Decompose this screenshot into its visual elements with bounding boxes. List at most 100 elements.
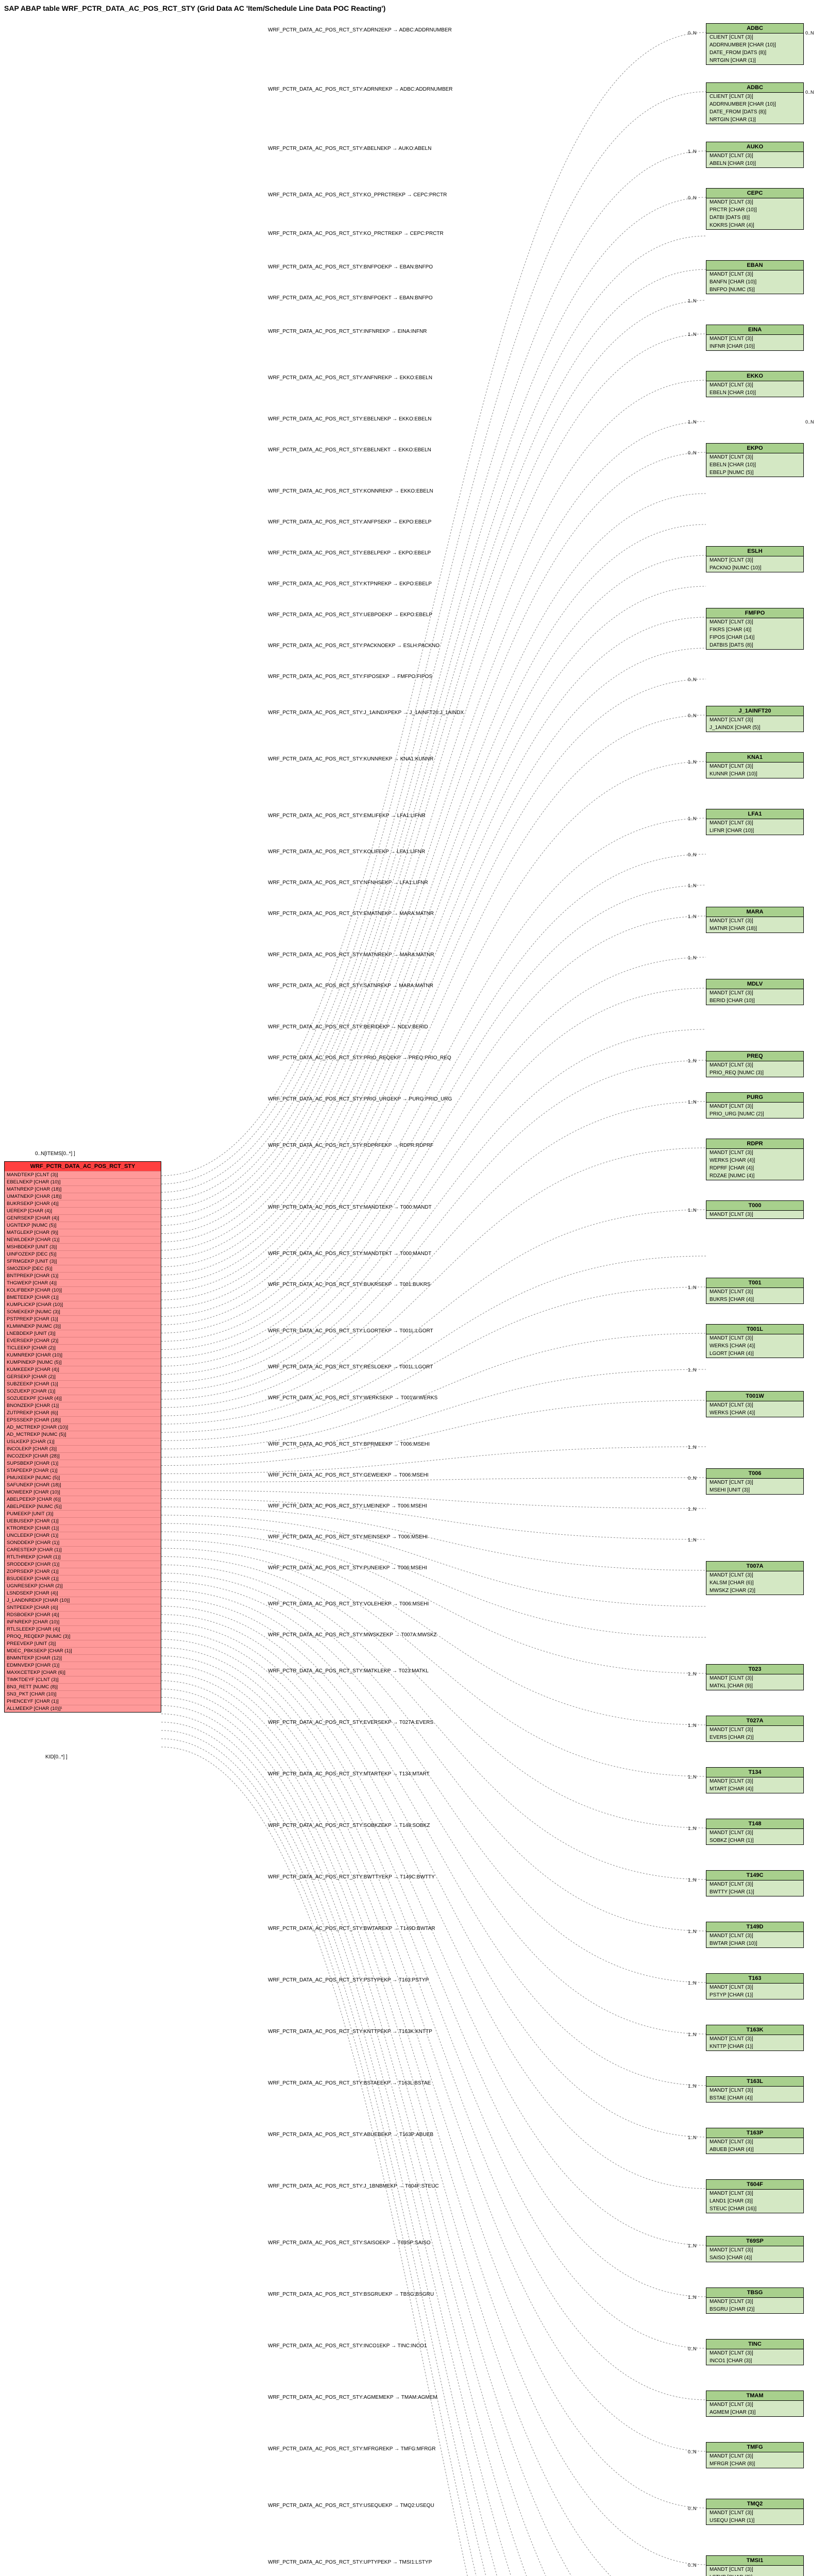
target-title: PURG xyxy=(706,1093,803,1103)
target-field: MANDT [CLNT (3)] xyxy=(706,1288,803,1296)
card-left: 1..N xyxy=(688,1826,697,1831)
target-title: T149C xyxy=(706,1871,803,1880)
root-field: TICLEEKP [CHAR (2)] xyxy=(5,1344,161,1351)
edge-path xyxy=(161,1648,706,2400)
target-title: T163K xyxy=(706,2025,803,2035)
target-field: MANDT [CLNT (3)] xyxy=(706,556,803,564)
edge-path xyxy=(161,236,706,1209)
target-field: AGMEM [CHAR (3)] xyxy=(706,2409,803,2416)
target-field: EVERS [CHAR (2)] xyxy=(706,1734,803,1741)
edge-label: WRF_PCTR_DATA_AC_POS_RCT_STY:UEBPOEKP → … xyxy=(268,612,432,618)
target-title: EINA xyxy=(706,325,803,335)
target-title: J_1AINFT20 xyxy=(706,706,803,716)
target-field: NRTGIN [CHAR (1)] xyxy=(706,57,803,64)
target-field: MANDT [CLNT (3)] xyxy=(706,381,803,389)
edge-label: WRF_PCTR_DATA_AC_POS_RCT_STY:BPRMEEKP → … xyxy=(268,1442,430,1447)
target-field: MANDT [CLNT (3)] xyxy=(706,1984,803,1991)
root-field: MATGLEKP [CHAR (9)] xyxy=(5,1229,161,1236)
root-field: ZUTPREKP [CHAR (6)] xyxy=(5,1409,161,1416)
target-title: KNA1 xyxy=(706,753,803,762)
root-field: ZOPRSEKP [CHAR (1)] xyxy=(5,1568,161,1575)
root-field: EBELNEKP [CHAR (10)] xyxy=(5,1178,161,1185)
target-field: MANDT [CLNT (3)] xyxy=(706,716,803,724)
target-field: LIFNR [CHAR (10)] xyxy=(706,827,803,835)
target-node: TMAMMANDT [CLNT (3)]AGMEM [CHAR (3)] xyxy=(706,2391,804,2417)
edge-path xyxy=(161,1101,706,1408)
card-left: 1..N xyxy=(688,298,697,303)
target-node: T007AMANDT [CLNT (3)]KALSM [CHAR (6)]MWS… xyxy=(706,1561,804,1595)
edge-label: WRF_PCTR_DATA_AC_POS_RCT_STY:PRIO_URGEKP… xyxy=(268,1096,452,1102)
target-title: FMFPO xyxy=(706,608,803,618)
edge-label: WRF_PCTR_DATA_AC_POS_RCT_STY:J_1AINDXPEK… xyxy=(268,710,464,716)
target-field: MANDT [CLNT (3)] xyxy=(706,2138,803,2146)
edge-label: WRF_PCTR_DATA_AC_POS_RCT_STY:SATNREKP → … xyxy=(268,983,433,989)
card-left: 1..N xyxy=(688,1058,697,1063)
target-field: ADDRNUMBER [CHAR (10)] xyxy=(706,100,803,108)
edge-path xyxy=(161,1400,706,1466)
card-left: 1..N xyxy=(688,149,697,154)
root-field: MSHBDEKP [UNIT (3)] xyxy=(5,1243,161,1250)
target-title: T027A xyxy=(706,1716,803,1726)
target-title: T006 xyxy=(706,1469,803,1479)
edge-path xyxy=(161,555,706,1283)
card-left: 0..N xyxy=(688,30,697,36)
root-nid: 0..N[ITEMS[0..*] ] xyxy=(35,1151,75,1157)
edge-label: WRF_PCTR_DATA_AC_POS_RCT_STY:BSGRUEKP → … xyxy=(268,2292,434,2297)
edge-label: WRF_PCTR_DATA_AC_POS_RCT_STY:EBELNEKP → … xyxy=(268,416,431,422)
target-node: J_1AINFT20MANDT [CLNT (3)]J_1AINDX [CHAR… xyxy=(706,706,804,732)
root-field: INFNREKP [CHAR (10)] xyxy=(5,1618,161,1625)
target-field: EBELN [CHAR (10)] xyxy=(706,389,803,397)
card-left: 0..N xyxy=(688,2506,697,2511)
card-left: 1..N xyxy=(688,2083,697,2089)
root-node: WRF_PCTR_DATA_AC_POS_RCT_STYMANDTEKP [CL… xyxy=(4,1161,161,1713)
target-title: CEPC xyxy=(706,189,803,198)
target-node: ADBCCLIENT [CLNT (3)]ADDRNUMBER [CHAR (1… xyxy=(706,23,804,65)
root-field: SNTPEEKP [CHAR (4)] xyxy=(5,1604,161,1611)
edge-path xyxy=(161,452,706,1259)
target-title: T149D xyxy=(706,1922,803,1932)
root-field: PHENCEYF [CHAR (1)] xyxy=(5,1698,161,1705)
target-field: MANDT [CLNT (3)] xyxy=(706,2246,803,2254)
edge-label: WRF_PCTR_DATA_AC_POS_RCT_STY:KO_PRCTREKP… xyxy=(268,231,444,236)
root-field: KUMPLICKP [CHAR (10)] xyxy=(5,1301,161,1308)
edge-label: WRF_PCTR_DATA_AC_POS_RCT_STY:EMLIFEKP → … xyxy=(268,813,426,819)
edge-path xyxy=(161,421,706,1250)
root-field: EVERSEKP [CHAR (2)] xyxy=(5,1337,161,1344)
root-field: UINFOZEKP [DEC (5)] xyxy=(5,1250,161,1258)
root-field: RTLSLEEKP [CHAR (4)] xyxy=(5,1625,161,1633)
edge-path xyxy=(161,586,706,1292)
root-field: THGWEKP [CHAR (4)] xyxy=(5,1279,161,1286)
target-field: MANDT [CLNT (3)] xyxy=(706,198,803,206)
edge-label: WRF_PCTR_DATA_AC_POS_RCT_STY:ANFPSEKP → … xyxy=(268,519,431,525)
card-left: 1..N xyxy=(688,914,697,919)
root-field: STAPEEKP [CHAR (1)] xyxy=(5,1467,161,1474)
edge-label: WRF_PCTR_DATA_AC_POS_RCT_STY:MEINSEKP → … xyxy=(268,1534,428,1540)
edge-path xyxy=(161,300,706,1225)
edge-label: WRF_PCTR_DATA_AC_POS_RCT_STY:ABELNEKP → … xyxy=(268,146,431,151)
edge-label: WRF_PCTR_DATA_AC_POS_RCT_STY:RESLOEKP → … xyxy=(268,1364,433,1370)
card-right: 0..N xyxy=(805,419,814,425)
target-title: PREQ xyxy=(706,1052,803,1061)
edge-path xyxy=(161,1681,706,2576)
target-field: SAISO [CHAR (4)] xyxy=(706,2254,803,2262)
root-field: RTLTHREKP [CHAR (1)] xyxy=(5,1553,161,1561)
target-field: LSTYP [CHAR (2)] xyxy=(706,2573,803,2576)
target-node: ESLHMANDT [CLNT (3)]PACKNO [NUMC (10)] xyxy=(706,546,804,572)
target-field: MANDT [CLNT (3)] xyxy=(706,989,803,997)
edge-path xyxy=(161,524,706,1275)
edge-label: WRF_PCTR_DATA_AC_POS_RCT_STY:LGORTEKP → … xyxy=(268,1328,433,1334)
target-node: EINAMANDT [CLNT (3)]INFNR [CHAR (10)] xyxy=(706,325,804,351)
target-node: TMQ2MANDT [CLNT (3)]USEQU [CHAR (1)] xyxy=(706,2499,804,2525)
edge-label: WRF_PCTR_DATA_AC_POS_RCT_STY:KNTTPEKP → … xyxy=(268,2029,432,2035)
card-left: 1..N xyxy=(688,1367,697,1372)
card-left: 1..N xyxy=(688,332,697,337)
root-field: KLMWNEKP [NUMC (3)] xyxy=(5,1323,161,1330)
edge-label: WRF_PCTR_DATA_AC_POS_RCT_STY:MATKLEKP → … xyxy=(268,1668,429,1674)
target-title: T023 xyxy=(706,1665,803,1674)
target-title: T001 xyxy=(706,1278,803,1288)
target-field: FIKRS [CHAR (4)] xyxy=(706,626,803,634)
edge-label: WRF_PCTR_DATA_AC_POS_RCT_STY:EBELNEKT → … xyxy=(268,447,431,453)
card-left: 0..N xyxy=(688,1476,697,1481)
root-field: BSUDEEKP [CHAR (1)] xyxy=(5,1575,161,1582)
target-field: LAND1 [CHAR (3)] xyxy=(706,2197,803,2205)
